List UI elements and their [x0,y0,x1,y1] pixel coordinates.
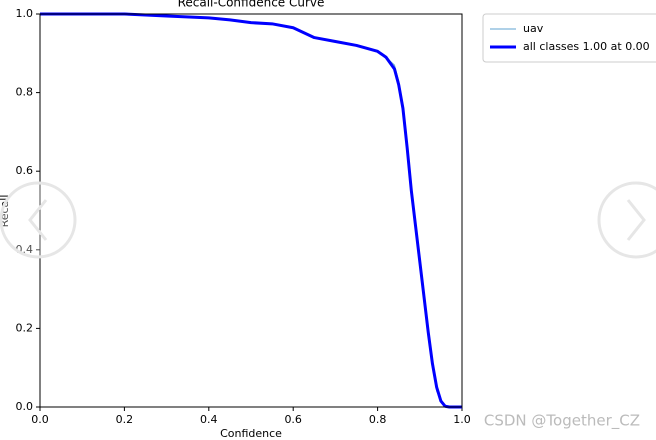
prev-button[interactable] [0,181,77,259]
legend-box [482,13,656,63]
chart-title: Recall-Confidence Curve [178,0,325,10]
legend-label: uav [523,22,544,35]
y-tick-label: 0.0 [16,400,34,413]
x-tick-label: 0.4 [200,413,218,426]
x-tick-label: 0.0 [31,413,49,426]
y-tick-label: 0.2 [16,321,34,334]
watermark: CSDN @Together_CZ [484,412,640,431]
series-line [40,13,462,408]
x-tick-label: 1.0 [453,413,471,426]
x-tick-label: 0.8 [369,413,387,426]
legend-label: all classes 1.00 at 0.00 [523,40,650,53]
series-line [40,12,462,409]
next-button[interactable] [597,181,656,259]
plot-frame [39,13,463,408]
x-tick-label: 0.2 [116,413,134,426]
y-axis-label: Recall [0,195,11,228]
y-tick-label: 0.8 [16,86,34,99]
y-tick-label: 0.6 [16,164,34,177]
y-tick-label: 1.0 [16,7,34,20]
x-tick-label: 0.6 [284,413,302,426]
x-axis-label: Confidence [220,427,282,440]
